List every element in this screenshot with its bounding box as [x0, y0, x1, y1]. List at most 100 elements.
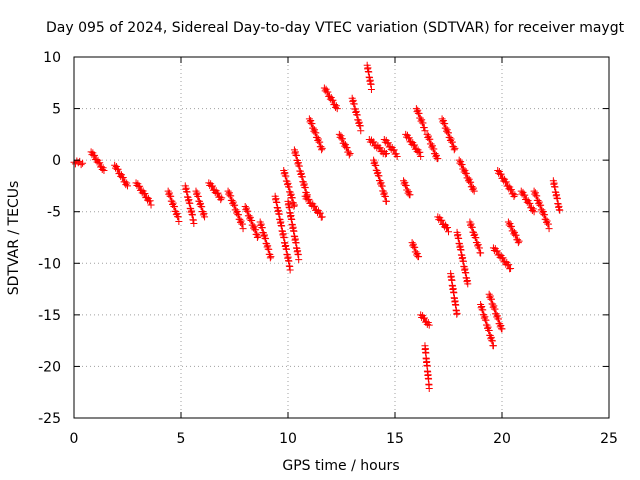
data-point — [434, 155, 442, 163]
data-point — [419, 119, 427, 127]
data-point — [443, 126, 451, 134]
data-point — [510, 192, 518, 200]
data-point — [479, 306, 487, 314]
data-point — [414, 106, 422, 114]
data-point — [409, 242, 417, 250]
data-point — [492, 310, 500, 318]
data-point — [290, 201, 298, 209]
data-point — [91, 151, 99, 159]
data-point — [326, 92, 334, 100]
data-point — [481, 313, 489, 321]
data-point — [461, 166, 469, 174]
data-point — [493, 247, 501, 255]
plot-frame — [73, 56, 610, 419]
data-point — [257, 220, 265, 228]
data-point — [317, 143, 325, 151]
data-point — [442, 124, 450, 132]
data-point — [400, 177, 408, 185]
data-point — [491, 305, 499, 313]
data-point — [349, 96, 357, 104]
data-point — [537, 201, 545, 209]
data-point — [405, 134, 413, 142]
data-point — [467, 220, 475, 228]
data-point — [233, 208, 241, 216]
data-point — [314, 135, 322, 143]
data-point — [311, 202, 319, 210]
data-point — [418, 116, 426, 124]
data-point — [350, 100, 358, 108]
data-point — [400, 180, 408, 188]
data-point — [390, 146, 398, 154]
data-point — [446, 133, 454, 141]
data-point — [357, 127, 365, 135]
data-point — [512, 231, 520, 239]
data-point — [331, 100, 339, 108]
data-point — [416, 148, 424, 156]
data-point — [529, 205, 537, 213]
data-point — [253, 230, 261, 238]
data-point — [413, 251, 421, 259]
data-point — [530, 187, 538, 195]
data-point — [201, 213, 209, 221]
data-point — [372, 162, 380, 170]
data-point — [545, 225, 553, 233]
y-tick-label: -15 — [38, 308, 61, 324]
data-point — [420, 124, 428, 132]
data-point — [123, 179, 131, 187]
data-point — [420, 314, 428, 322]
data-point — [494, 315, 502, 323]
data-point — [114, 165, 122, 173]
chart-title: Day 095 of 2024, Sidereal Day-to-day VTE… — [46, 20, 625, 36]
data-point — [404, 189, 412, 197]
data-point — [496, 320, 504, 328]
data-point — [446, 136, 454, 144]
data-point — [509, 227, 517, 235]
data-point — [415, 109, 423, 117]
y-tick-label: -5 — [47, 205, 61, 221]
x-axis-ticks: 0 5 10 15 20 25 — [70, 57, 618, 447]
data-point — [457, 158, 465, 166]
data-point — [514, 236, 522, 244]
data-points — [70, 61, 564, 393]
data-point — [229, 198, 237, 206]
data-point — [528, 206, 536, 214]
data-point — [489, 342, 497, 350]
y-tick-label: -10 — [38, 256, 61, 272]
data-point — [380, 189, 388, 197]
data-point — [505, 261, 513, 269]
data-point — [199, 208, 207, 216]
data-point — [250, 224, 258, 232]
data-point — [239, 225, 247, 233]
data-point — [530, 208, 538, 216]
data-point — [533, 192, 541, 200]
data-point — [371, 158, 379, 166]
data-point — [232, 206, 240, 214]
data-point — [470, 187, 478, 195]
data-point — [345, 151, 353, 159]
data-point — [511, 191, 519, 199]
data-point — [174, 213, 182, 221]
data-point — [467, 178, 475, 186]
data-point — [169, 199, 177, 207]
data-point — [507, 222, 515, 230]
data-point — [406, 191, 414, 199]
data-point — [382, 197, 390, 205]
data-point — [231, 201, 239, 209]
data-point — [514, 239, 522, 247]
data-point — [198, 203, 206, 211]
data-point — [443, 127, 451, 135]
data-point — [311, 126, 319, 134]
data-point — [124, 182, 131, 190]
data-point — [411, 141, 419, 149]
data-point — [487, 333, 495, 341]
data-point — [167, 192, 175, 200]
data-point — [228, 197, 236, 205]
data-point — [382, 149, 390, 157]
data-point — [450, 143, 458, 151]
data-point — [441, 120, 449, 128]
data-point — [455, 156, 463, 164]
data-point — [356, 122, 364, 130]
data-point — [515, 237, 523, 245]
data-point — [535, 198, 543, 206]
data-point — [217, 196, 225, 204]
